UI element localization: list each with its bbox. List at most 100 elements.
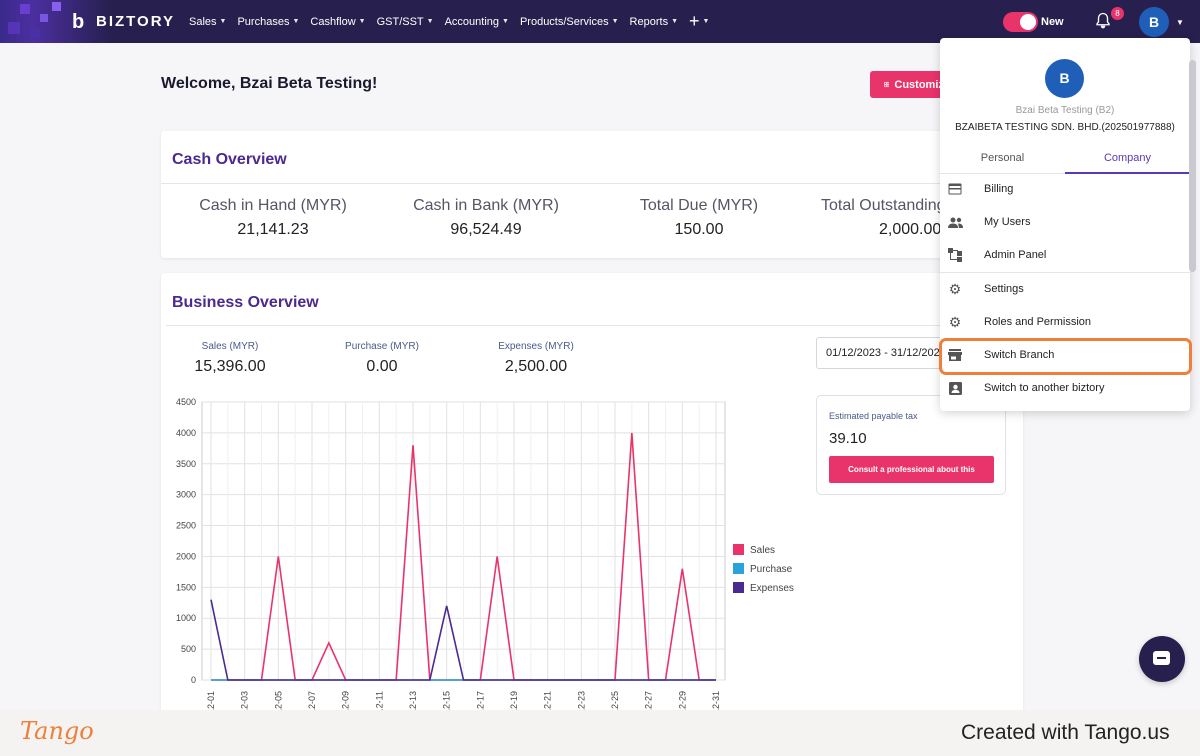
y-tick-label: 4000 — [176, 428, 196, 438]
y-tick-label: 4500 — [176, 397, 196, 407]
dropdown-avatar: B — [1045, 59, 1084, 98]
notification-badge: 8 — [1111, 7, 1124, 20]
cash-in-bank-stat: Cash in Bank (MYR) 96,524.49 — [413, 197, 559, 238]
chevron-down-icon[interactable]: ▼ — [1176, 18, 1184, 27]
logo-background — [0, 0, 110, 43]
menu-item-settings[interactable]: ⚙ Settings — [940, 273, 1190, 305]
x-tick-label: 12-17 — [475, 691, 485, 710]
x-tick-label: 12-07 — [307, 691, 317, 710]
credit-card-icon — [948, 183, 962, 195]
tab-personal[interactable]: Personal — [940, 142, 1065, 174]
gear-icon: ⚙ — [948, 313, 962, 330]
customize-button[interactable]: Customize — [870, 71, 950, 98]
y-tick-label: 1500 — [176, 582, 196, 592]
chevron-down-icon: ▼ — [502, 18, 509, 25]
series-line-expenses — [210, 599, 716, 681]
x-tick-label: 12-13 — [408, 691, 418, 710]
x-tick-label: 12-03 — [240, 691, 250, 710]
nav-products-services[interactable]: Products/Services ▼ — [519, 15, 619, 28]
menu-item-switch-branch[interactable]: Switch Branch — [940, 339, 1190, 371]
legend-swatch-sales — [733, 544, 744, 555]
tango-logo: Tango — [20, 717, 94, 745]
user-avatar[interactable]: B — [1139, 7, 1169, 37]
chevron-down-icon: ▼ — [358, 18, 366, 25]
sales-stat: Sales (MYR) 15,396.00 — [194, 341, 266, 375]
nav-gst-sst[interactable]: GST/SST ▼ — [376, 15, 434, 28]
nav-purchases[interactable]: Purchases ▼ — [237, 15, 300, 28]
estimated-tax-card: Estimated payable tax 39.10 Consult a pr… — [816, 395, 1006, 495]
dropdown-company-name: BZAIBETA TESTING SDN. BHD.(202501977888) — [955, 122, 1175, 133]
x-tick-label: 12-25 — [610, 691, 620, 710]
y-tick-label: 500 — [181, 644, 196, 654]
dropdown-user-name: Bzai Beta Testing (B2) — [1015, 105, 1115, 116]
new-ui-toggle[interactable] — [1003, 12, 1038, 32]
y-tick-label: 2500 — [176, 521, 196, 531]
users-icon — [947, 217, 963, 228]
menu-item-admin-panel[interactable]: Admin Panel — [940, 239, 1190, 271]
y-tick-label: 1000 — [176, 613, 196, 623]
consult-professional-button[interactable]: Consult a professional about this — [829, 456, 994, 483]
x-tick-label: 12-31 — [711, 691, 721, 710]
admin-panel-icon — [948, 248, 962, 262]
y-tick-label: 0 — [191, 675, 196, 685]
y-tick-label: 3000 — [176, 490, 196, 500]
plus-icon: + — [689, 11, 700, 31]
x-tick-label: 12-19 — [509, 691, 519, 710]
y-tick-label: 3500 — [176, 459, 196, 469]
x-tick-label: 12-29 — [677, 691, 687, 710]
chat-button[interactable] — [1139, 636, 1185, 682]
chevron-down-icon: ▼ — [611, 18, 619, 25]
tab-company[interactable]: Company — [1065, 142, 1190, 174]
page-title: Welcome, Bzai Beta Testing! — [161, 75, 378, 92]
divider — [161, 183, 961, 184]
chat-icon — [1157, 657, 1166, 659]
toggle-label: New — [1041, 16, 1064, 28]
legend-swatch-purchase — [733, 563, 744, 574]
created-with-text: Created with Tango.us — [961, 721, 1170, 744]
nav-reports[interactable]: Reports ▼ — [629, 15, 679, 28]
chevron-down-icon: ▼ — [702, 18, 710, 25]
x-tick-label: 12-15 — [442, 691, 452, 710]
nav-sales[interactable]: Sales ▼ — [189, 15, 227, 28]
business-overview-title: Business Overview — [172, 294, 319, 311]
tax-value: 39.10 — [829, 430, 867, 447]
x-tick-label: 12-11 — [374, 691, 384, 710]
nav-accounting[interactable]: Accounting ▼ — [444, 15, 509, 28]
menu-item-my-users[interactable]: My Users — [940, 206, 1190, 238]
divider — [166, 325, 1018, 326]
chevron-down-icon: ▼ — [219, 18, 227, 25]
x-tick-label: 12-21 — [543, 691, 553, 710]
purchase-stat: Purchase (MYR) 0.00 — [345, 341, 419, 375]
main-nav: Sales ▼ Purchases ▼ Cashflow ▼ GST/SST ▼ Acc… — [189, 0, 709, 43]
expenses-stat: Expenses (MYR) 2,500.00 — [498, 341, 574, 375]
user-dropdown-menu: B Bzai Beta Testing (B2) BZAIBETA TESTIN… — [940, 38, 1190, 411]
cash-overview-title: Cash Overview — [172, 151, 287, 168]
legend-label-purchase: Purchase — [750, 564, 793, 575]
date-range-input[interactable]: 01/12/2023 - 31/12/2023 — [816, 337, 956, 369]
grid-icon — [884, 81, 890, 88]
tax-label: Estimated payable tax — [829, 411, 918, 421]
menu-item-roles-permission[interactable]: ⚙ Roles and Permission — [940, 306, 1190, 338]
menu-item-switch-biztory[interactable]: Switch to another biztory — [940, 372, 1190, 404]
bell-icon[interactable] — [1094, 12, 1112, 30]
cash-overview-card: Cash Overview Cash in Hand (MYR) 21,141.2… — [161, 131, 996, 258]
brand-name[interactable]: BIZTORY — [96, 13, 176, 30]
scrollbar[interactable] — [1189, 60, 1196, 272]
x-tick-label: 12-27 — [644, 691, 654, 710]
nav-cashflow[interactable]: Cashflow ▼ — [310, 15, 366, 28]
nav-quick-add[interactable]: + ▼ — [689, 11, 709, 32]
menu-item-billing[interactable]: Billing — [940, 173, 1190, 205]
x-tick-label: 12-23 — [576, 691, 586, 710]
legend-label-expenses: Expenses — [750, 583, 794, 594]
x-tick-label: 12-01 — [206, 691, 216, 710]
account-box-icon — [948, 381, 962, 395]
cash-in-hand-stat: Cash in Hand (MYR) 21,141.23 — [199, 197, 347, 238]
legend-swatch-expenses — [733, 582, 744, 593]
top-navbar: b BIZTORY Sales ▼ Purchases ▼ Cashflow ▼ GS… — [0, 0, 1200, 43]
tutorial-highlight — [939, 338, 1192, 375]
biztory-logo-icon[interactable]: b — [72, 11, 85, 33]
chevron-down-icon: ▼ — [426, 18, 434, 25]
legend-label-sales: Sales — [750, 545, 775, 556]
store-icon — [948, 349, 962, 361]
chevron-down-icon: ▼ — [671, 18, 679, 25]
